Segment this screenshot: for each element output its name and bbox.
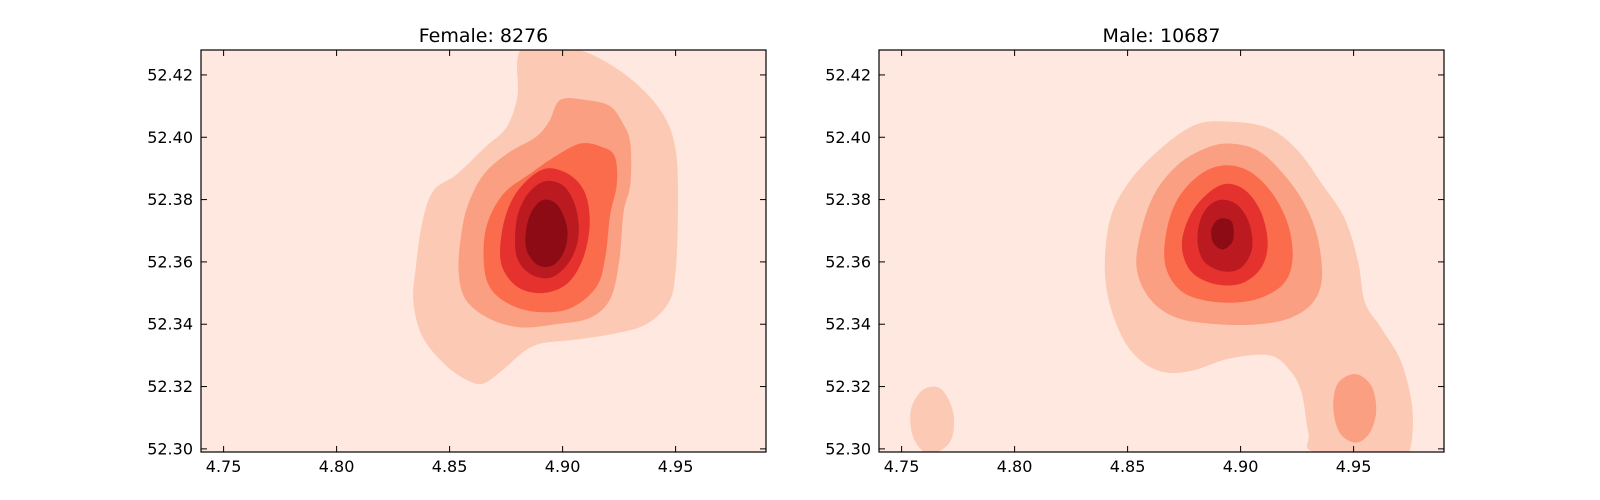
male-chart-title: Male: 10687 bbox=[1103, 25, 1221, 47]
male-xtick-label-2: 4.85 bbox=[1110, 457, 1146, 476]
female-ytick-label-2: 52.34 bbox=[147, 315, 193, 334]
male-ytick-label-6: 52.42 bbox=[825, 65, 871, 84]
female-ytick-label-0: 52.30 bbox=[147, 439, 193, 458]
female-xtick-label-1: 4.80 bbox=[319, 457, 355, 476]
female-density-panel: 4.75 4.80 4.85 4.90 4.95 52.30 52.32 52.34 52.36… bbox=[147, 25, 766, 476]
female-ytick-label-5: 52.40 bbox=[147, 128, 193, 147]
female-xtick-label-2: 4.85 bbox=[432, 457, 468, 476]
male-ytick-label-3: 52.36 bbox=[825, 252, 871, 271]
male-contour-level-2-3 bbox=[1333, 374, 1376, 443]
male-ytick-label-1: 52.32 bbox=[825, 377, 871, 396]
male-xtick-label-4: 4.95 bbox=[1336, 457, 1372, 476]
male-xtick-label-3: 4.90 bbox=[1223, 457, 1259, 476]
male-ytick-label-2: 52.34 bbox=[825, 315, 871, 334]
female-ytick-label-6: 52.42 bbox=[147, 65, 193, 84]
female-ytick-label-1: 52.32 bbox=[147, 377, 193, 396]
female-contour-plot bbox=[201, 44, 766, 452]
male-xtick-label-1: 4.80 bbox=[997, 457, 1033, 476]
female-ytick-label-4: 52.38 bbox=[147, 190, 193, 209]
male-ytick-label-0: 52.30 bbox=[825, 439, 871, 458]
female-ytick-label-3: 52.36 bbox=[147, 252, 193, 271]
male-xtick-label-0: 4.75 bbox=[884, 457, 920, 476]
male-contour-plot bbox=[879, 50, 1444, 454]
male-ytick-label-4: 52.38 bbox=[825, 190, 871, 209]
male-ytick-label-5: 52.40 bbox=[825, 128, 871, 147]
female-xtick-label-0: 4.75 bbox=[206, 457, 242, 476]
female-xtick-label-4: 4.95 bbox=[658, 457, 694, 476]
female-xtick-label-3: 4.90 bbox=[545, 457, 581, 476]
male-density-panel: 4.75 4.80 4.85 4.90 4.95 52.30 52.32 52.34 52.36… bbox=[825, 25, 1444, 476]
female-chart-title: Female: 8276 bbox=[419, 25, 549, 47]
